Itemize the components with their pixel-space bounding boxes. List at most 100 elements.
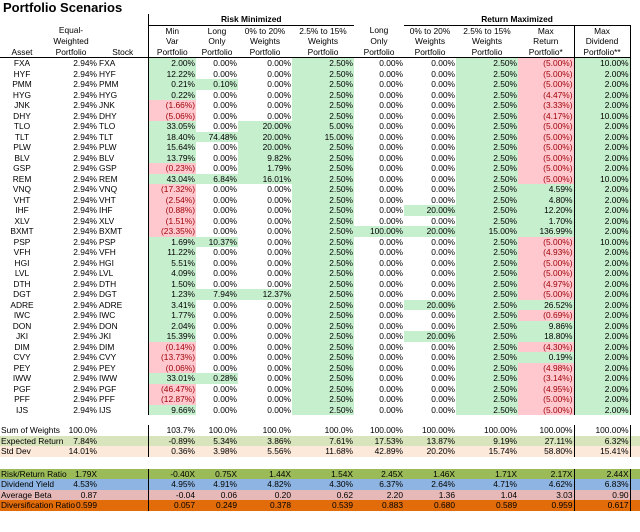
stat-label: Dividend Yield [1,479,55,489]
w2515-cell: 100.0% [324,425,353,435]
mv-cell: 33.05% [147,121,196,132]
ew-cell: 2.94% [73,383,97,394]
w2515-cell: 0.62 [336,489,353,500]
asset-cell: HYF [13,68,31,79]
w2515-cell: 2.50% [292,68,354,79]
w0202-cell: 20.00% [404,205,456,216]
w25152-cell: 2.50% [456,131,518,142]
asset-cell: VNQ [12,184,32,194]
stock-cell: IWW [99,373,118,383]
w020-cell: 4.82% [267,479,291,489]
mr-cell: (0.69%) [518,310,574,321]
w2515-cell: 1.54X [331,468,353,479]
lo-cell: 0.00% [213,226,237,236]
ratio-row: Risk/Return Ratio 1.79X -0.40X 0.75X 1.44X 1.… [0,468,640,479]
lo-cell: 0.00% [213,163,237,173]
spacer-cell [630,310,640,321]
md-cell: 2.00% [573,226,631,237]
mv-cell: 2.04% [147,320,196,331]
ew-cell: 2.94% [73,121,97,131]
w020-cell: 0.00% [267,58,291,68]
w25152-cell: 2.50% [456,278,518,289]
w020-cell: 0.00% [267,89,291,100]
md-cell: 2.00% [573,299,631,310]
lo2-cell: 0.00% [379,58,403,68]
stock-cell: PGF [99,383,117,394]
w2515-cell: 2.50% [292,331,354,342]
w020-cell: 0.378 [270,500,291,510]
w2515-cell: 2.50% [292,194,354,205]
md-cell: 15.41% [573,446,631,457]
md-cell: 2.00% [573,131,631,142]
w2515-cell: 2.50% [292,236,354,247]
stat-label: Expected Return [1,435,64,446]
spacer-cell [630,405,640,416]
lo-cell: 0.00% [213,278,237,289]
md-cell: 2.00% [573,341,631,352]
lo-cell: 10.37% [196,236,238,247]
asset-cell: DIM [14,341,30,352]
lo-cell: 7.94% [196,289,238,300]
stat-label: Sum of Weights [1,425,60,435]
lo-cell: 0.00% [213,247,237,257]
stat-label: Risk/Return Ratio [1,468,67,479]
w020-cell: 0.00% [267,362,291,373]
md-cell: 2.00% [573,362,631,373]
lo2-cell: 0.00% [379,362,403,373]
mr-cell: (5.00%) [518,268,574,279]
asset-cell: DON [12,320,32,331]
w0202-cell: 13.87% [426,435,455,446]
lo-cell: 0.00% [213,152,237,163]
lo-cell: 0.00% [213,310,237,320]
column-header-row: Equal- Min Long 0% to 20% 2.5% to 15% Long 0% … [0,25,640,36]
column-header [98,36,148,47]
spacer-cell [630,490,640,501]
w25152-cell: 2.50% [456,289,518,300]
mv-cell: 18.40% [147,131,196,142]
w0202-cell: 0.00% [431,184,455,194]
w25152-cell: 2.50% [456,247,518,258]
ew-cell: 2.94% [73,341,97,352]
asset-cell: PLW [13,142,31,152]
w2515-cell: 2.50% [292,320,354,331]
w2515-cell: 2.50% [292,278,354,289]
lo-cell: 0.00% [213,320,237,331]
w020-cell: 0.00% [267,184,291,194]
table-row: PGF 2.94% PGF (46.47%) 0.00% 0.00% 2.50% 0.00% 0… [0,383,640,394]
spacer-cell [630,195,640,206]
long-only-return-header: Portfolio [354,46,404,58]
stock-cell: GSP [99,163,117,173]
spacer-cell [574,457,630,469]
mv-cell: (12.87%) [147,394,196,405]
min-var-header: Portfolio [147,46,196,58]
lo2-cell: 0.00% [379,299,403,310]
w0202-cell: 0.680 [434,500,455,510]
table-row: LVL 2.94% LVL 4.09% 0.00% 0.00% 2.50% 0.00% 0.00… [0,268,640,279]
w020-cell: 3.86% [267,435,291,446]
max-return-header: Return [533,36,559,46]
spacer-cell [630,457,640,469]
w0202-cell: 1.36 [438,489,455,500]
w25152-cell: 2.50% [456,299,518,310]
lo2-cell: 0.00% [379,236,403,247]
lo-cell: 0.00% [213,89,237,100]
weights-0-20-header: Portfolio [238,46,292,58]
spacer-cell [630,226,640,237]
ew-cell: 2.94% [73,310,97,320]
spacer-cell [98,457,148,469]
stock-cell [98,436,148,447]
spacer-cell [630,184,640,195]
w25152-cell: 2.50% [456,352,518,363]
table-row: DHY 2.94% DHY (5.06%) 0.00% 0.00% 2.50% 0.00% 0.… [0,110,640,121]
min-var-header: Min [147,25,196,36]
spacer-cell [404,415,456,425]
stat-label: Diversification Ratio [1,500,76,510]
spacer-cell [148,415,196,425]
w25152-cell: 2.50% [456,320,518,331]
lo2-cell: 0.00% [379,194,403,205]
stock-cell: IHF [99,205,113,215]
lo2-cell: 0.00% [379,331,403,341]
spacer-cell [630,205,640,216]
stock-cell: BLV [99,152,115,163]
lo-cell: 0.00% [213,394,237,404]
